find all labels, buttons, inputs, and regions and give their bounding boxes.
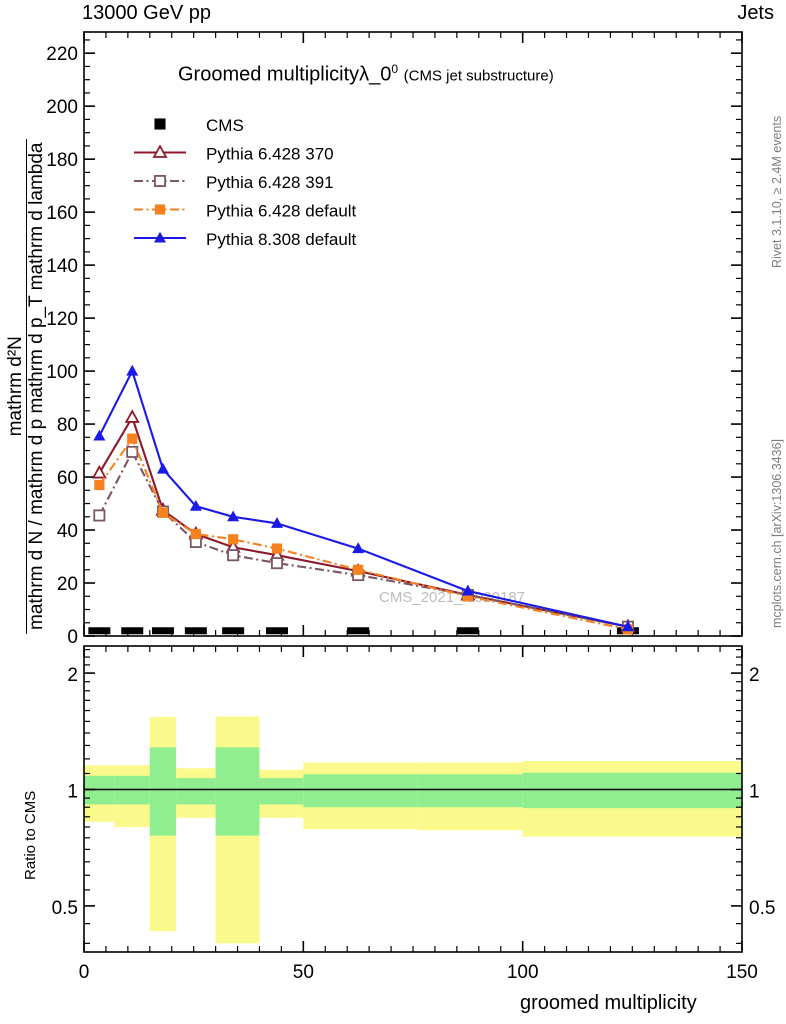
legend-label-1: Pythia 6.428 370 (206, 145, 334, 164)
legend-label-3: Pythia 6.428 default (206, 202, 357, 221)
marker-triangle-filled (271, 517, 284, 528)
cms-data-point (456, 627, 479, 635)
ratio-y-tick-label-right: 1 (749, 781, 760, 802)
y-tick-label: 0 (67, 627, 78, 648)
marker-square-filled (154, 204, 166, 215)
marker-square-open (93, 509, 106, 522)
x-tick-label: 150 (726, 962, 758, 983)
marker-triangle-open (124, 409, 140, 423)
plot-title-suffix: (CMS jet substructure) (403, 67, 554, 85)
cms-data-point (184, 627, 207, 635)
marker-triangle-filled (621, 620, 634, 632)
marker-square-filled (127, 433, 138, 444)
plot-title-symbol: λ_0 (359, 63, 392, 86)
marker-square-filled (462, 591, 473, 602)
ratio-y-tick-label-right: 2 (749, 665, 760, 686)
ratio-inner-band (417, 774, 523, 808)
marker-triangle-filled (154, 231, 166, 243)
header-category: Jets (737, 2, 774, 24)
plot-title-superscript: 0 (391, 62, 399, 76)
y-tick-label: 200 (46, 97, 78, 118)
marker-triangle-filled (352, 542, 365, 554)
marker-square-filled (353, 564, 364, 575)
marker-square-filled (190, 528, 201, 540)
y-tick-label: 60 (57, 468, 78, 489)
legend-label-4: Pythia 8.308 default (206, 230, 357, 249)
y-tick-label: 120 (46, 309, 78, 330)
cms-data-point (121, 627, 144, 635)
y-tick-label: 180 (46, 150, 78, 171)
x-axis-label: groomed multiplicity (520, 992, 697, 1014)
ratio-inner-band (303, 774, 418, 808)
marker-square-open (227, 549, 240, 562)
main-plot-frame (83, 31, 743, 637)
marker-triangle-filled (126, 364, 139, 376)
series-line (98, 414, 629, 628)
x-tick-label: 100 (507, 962, 539, 983)
y-tick-label: 140 (46, 256, 78, 277)
marker-square-open (126, 445, 139, 458)
ratio-inner-band (149, 747, 177, 836)
y-tick-label: 160 (46, 203, 78, 224)
cms-data-point (266, 627, 289, 635)
marker-square-filled (154, 118, 166, 130)
ratio-inner-band (259, 778, 304, 805)
cms-data-point (222, 627, 245, 635)
marker-triangle-open (91, 464, 107, 479)
marker-triangle-filled (93, 429, 106, 441)
marker-square-filled (157, 507, 169, 518)
y-tick-label: 80 (57, 415, 78, 436)
legend-label-2: Pythia 6.428 391 (206, 173, 334, 192)
series-line (98, 436, 629, 631)
ratio-inner-band (522, 772, 742, 809)
marker-triangle-filled (461, 584, 474, 596)
marker-triangle-open (152, 144, 168, 158)
plot-watermark: CMS_2021_I1920187 (379, 589, 525, 606)
cms-data-point (347, 627, 370, 635)
plot-title: Groomed multiplicityλ_00 (CMS jet substr… (178, 62, 554, 87)
marker-square-filled (271, 543, 283, 554)
legend-label-0: CMS (206, 116, 244, 135)
plot-title-main: Groomed multiplicity (178, 63, 360, 86)
cms-data-point (88, 627, 111, 635)
y-tick-label: 20 (57, 574, 78, 595)
x-tick-label: 50 (293, 962, 314, 983)
header-beam-energy: 13000 GeV pp (82, 2, 211, 24)
y-tick-label: 40 (57, 521, 78, 542)
marker-square-filled (94, 479, 105, 491)
series-line (98, 368, 629, 628)
marker-square-open (271, 557, 284, 570)
ratio-y-tick-label: 2 (67, 665, 78, 686)
cms-data-point (151, 627, 174, 635)
ratio-y-tick-label-right: 0.5 (749, 898, 775, 919)
ratio-y-tick-label: 1 (67, 781, 78, 802)
ratio-inner-band (215, 747, 260, 836)
x-tick-label: 0 (79, 962, 90, 983)
y-tick-label: 100 (46, 362, 78, 383)
marker-triangle-filled (189, 499, 202, 511)
marker-triangle-filled (156, 462, 169, 474)
series-line (98, 449, 629, 628)
marker-triangle-filled (227, 510, 240, 522)
y-tick-label: 220 (46, 44, 78, 65)
ratio-inner-band (176, 778, 216, 805)
marker-square-open (153, 174, 166, 187)
ratio-y-tick-label: 0.5 (52, 898, 78, 919)
marker-square-filled (228, 534, 239, 545)
